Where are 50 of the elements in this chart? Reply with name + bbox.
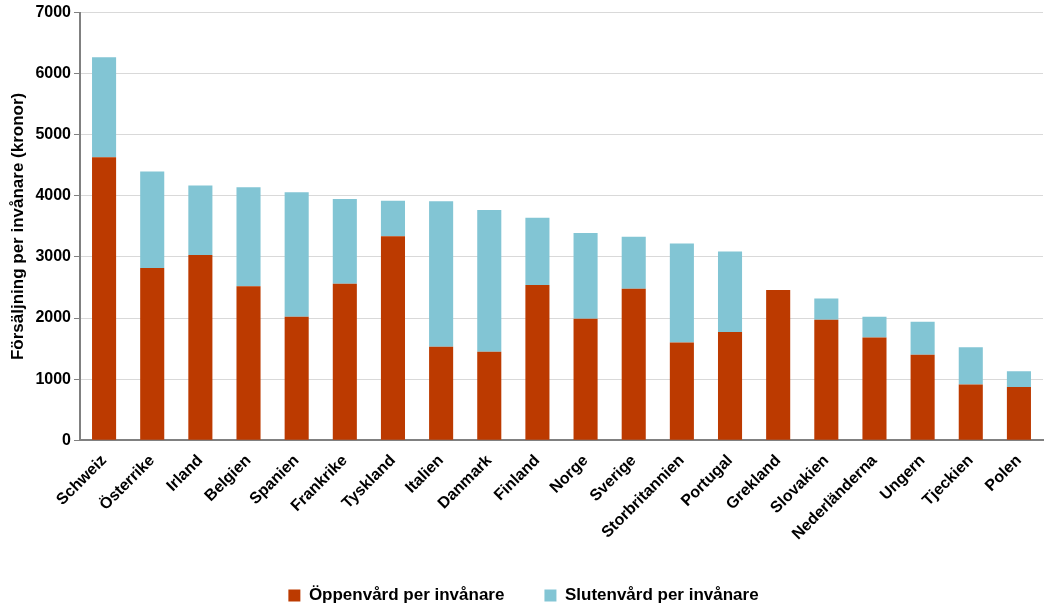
bar: [910, 354, 935, 440]
bar: [1006, 387, 1031, 440]
bar: [621, 288, 646, 440]
legend-label: Öppenvård per invånare: [308, 585, 505, 605]
bar: [429, 201, 454, 347]
y-tick-label: 6000: [35, 64, 72, 82]
bar: [862, 337, 887, 440]
bar: [477, 209, 502, 352]
bar: [188, 255, 213, 440]
bar: [140, 267, 165, 440]
bar: [284, 192, 309, 317]
bar: [717, 251, 743, 333]
bar: [862, 316, 887, 338]
bar: [525, 285, 550, 440]
bar: [92, 157, 117, 440]
bar: [332, 198, 357, 284]
bar: [477, 351, 502, 440]
bar: [1006, 371, 1031, 388]
bar: [525, 217, 550, 286]
bar: [188, 185, 213, 256]
bar: [573, 233, 598, 319]
bar: [429, 346, 454, 440]
y-tick-label: 2000: [35, 308, 72, 326]
bar: [717, 332, 743, 440]
bar: [669, 243, 694, 343]
bar: [958, 384, 983, 440]
bar: [669, 342, 694, 440]
y-tick-label: 3000: [35, 247, 72, 265]
bar: [332, 283, 357, 440]
y-tick-label: 5000: [35, 125, 72, 143]
bar: [380, 200, 406, 237]
y-tick-label: 1000: [35, 369, 72, 387]
bar: [380, 236, 406, 440]
y-tick-label: 7000: [35, 3, 72, 21]
y-tick-label: 0: [62, 430, 72, 448]
bar: [140, 171, 165, 268]
bar: [814, 298, 839, 320]
bar: [236, 286, 261, 440]
legend-label: Slutenvård per invånare: [564, 585, 759, 605]
bar: [621, 236, 646, 289]
bar: [236, 187, 261, 287]
y-axis-title: Försäljning per invånare (kronor): [7, 92, 27, 361]
y-tick-label: 4000: [35, 186, 72, 204]
bar: [766, 289, 791, 440]
bar: [92, 57, 117, 158]
bar: [284, 316, 309, 440]
bar: [573, 318, 598, 440]
bar: [814, 319, 839, 440]
bar: [910, 321, 935, 355]
bar: [958, 347, 983, 385]
